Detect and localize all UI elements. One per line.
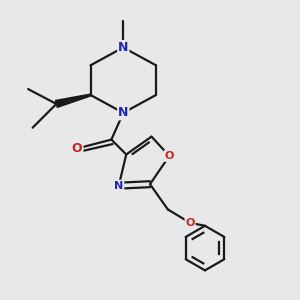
Text: O: O	[72, 142, 83, 155]
Text: N: N	[118, 106, 128, 119]
Text: O: O	[185, 218, 195, 228]
Text: O: O	[165, 151, 174, 161]
Polygon shape	[56, 94, 91, 107]
Text: N: N	[114, 181, 123, 191]
Text: N: N	[118, 41, 128, 54]
